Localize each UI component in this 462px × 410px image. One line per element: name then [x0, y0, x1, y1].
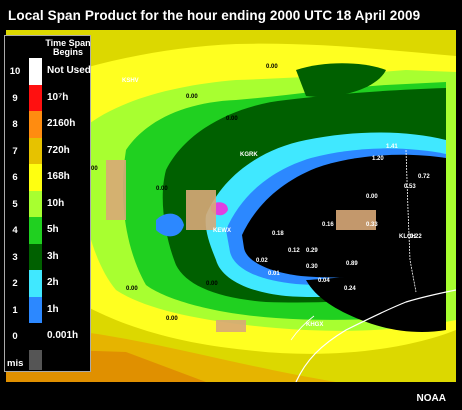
- page-title: Local Span Product for the hour ending 2…: [8, 8, 421, 23]
- svg-text:0.00: 0.00: [226, 116, 238, 122]
- legend-number: 5: [12, 198, 18, 210]
- legend-header: Time Span Begins: [45, 38, 91, 57]
- svg-text:0.72: 0.72: [418, 174, 430, 180]
- legend-number: mis: [7, 357, 24, 369]
- legend-number: 3: [12, 251, 18, 263]
- svg-text:0.01: 0.01: [268, 271, 280, 277]
- legend-swatch: [29, 190, 42, 217]
- svg-text:0.29: 0.29: [306, 248, 318, 254]
- span-map: KSHV KGRK KEWX KHGX KLCH 0.00 0.00 0.00 …: [6, 30, 456, 382]
- svg-text:0.00: 0.00: [156, 186, 168, 192]
- svg-text:1.41: 1.41: [386, 144, 398, 150]
- svg-text:KGRK: KGRK: [240, 152, 258, 158]
- svg-text:0.04: 0.04: [318, 278, 330, 284]
- legend-number: 6: [12, 172, 18, 183]
- svg-text:0.00: 0.00: [206, 281, 218, 287]
- svg-text:0.00: 0.00: [86, 166, 98, 172]
- svg-text:0.33: 0.33: [366, 222, 378, 228]
- svg-text:0.00: 0.00: [166, 316, 178, 322]
- legend-label: 720h: [47, 144, 70, 156]
- legend-swatch: [29, 58, 42, 85]
- legend-swatch: [29, 137, 42, 164]
- legend-label: 2160h: [47, 118, 76, 129]
- legend-number: 8: [12, 119, 18, 130]
- svg-text:0.18: 0.18: [272, 231, 284, 237]
- svg-text:0.16: 0.16: [322, 222, 334, 228]
- legend-swatch: [29, 349, 42, 370]
- svg-text:KSHV: KSHV: [122, 78, 139, 84]
- legend-swatch: [29, 164, 42, 191]
- legend-label: 3h: [47, 250, 59, 262]
- legend-swatch: [29, 243, 42, 270]
- legend-number: 7: [12, 145, 18, 157]
- svg-text:0.02: 0.02: [256, 258, 268, 264]
- svg-text:0.53: 0.53: [404, 184, 416, 190]
- credit-label: NOAA: [416, 393, 446, 404]
- svg-text:0.30: 0.30: [306, 264, 318, 270]
- svg-text:0.00: 0.00: [266, 64, 278, 70]
- svg-text:KLCH: KLCH: [399, 234, 416, 240]
- svg-text:0.00: 0.00: [126, 286, 138, 292]
- legend-number: 10: [9, 66, 21, 77]
- legend-swatch: [29, 270, 42, 297]
- svg-text:1.20: 1.20: [372, 156, 384, 162]
- legend-number: 9: [12, 92, 18, 104]
- legend-number: 4: [12, 225, 18, 236]
- legend-swatch: [29, 296, 42, 323]
- legend-swatch: [29, 84, 42, 111]
- legend-swatch: [29, 217, 42, 244]
- legend-label: 2h: [47, 277, 59, 288]
- svg-text:0.24: 0.24: [344, 286, 356, 292]
- legend-label: Not Used: [47, 65, 91, 76]
- svg-text:0.00: 0.00: [186, 94, 198, 100]
- svg-text:0.89: 0.89: [346, 261, 358, 267]
- svg-text:KHGX: KHGX: [306, 322, 323, 328]
- legend-label: 10h: [47, 197, 65, 209]
- legend-label: 0.001h: [47, 330, 79, 341]
- svg-text:0.00: 0.00: [366, 194, 378, 200]
- legend-number: 1: [12, 304, 18, 316]
- legend-label: 168h: [47, 171, 70, 182]
- legend-number: 0: [12, 331, 18, 342]
- svg-text:0.22: 0.22: [410, 234, 422, 240]
- legend-number: 2: [12, 278, 18, 289]
- svg-text:KEWX: KEWX: [213, 228, 231, 234]
- legend-label: 10⁷h: [47, 91, 69, 103]
- svg-text:0.12: 0.12: [288, 248, 300, 254]
- legend-label: 1h: [47, 303, 59, 315]
- legend-label: 5h: [47, 224, 59, 235]
- legend-swatch: [29, 323, 42, 350]
- legend-swatch: [29, 111, 42, 138]
- legend: Time Span Begins 10 Not Used 9 10⁷h 8 2160h 7 7…: [4, 35, 91, 372]
